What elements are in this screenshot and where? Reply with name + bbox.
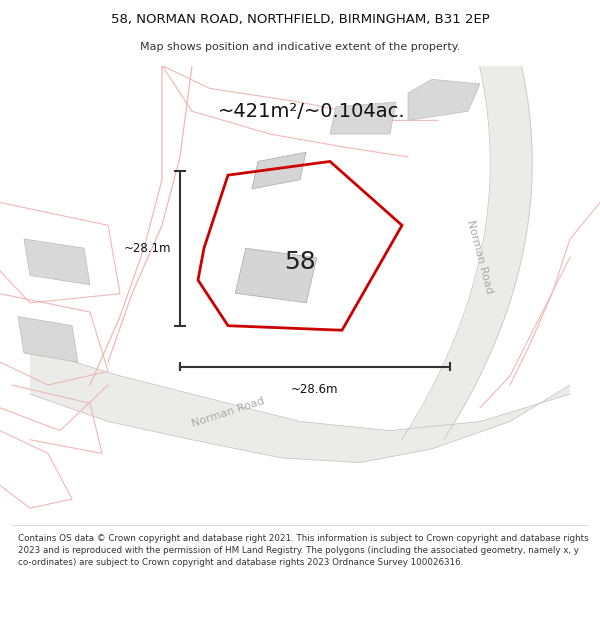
Polygon shape <box>235 248 317 302</box>
Polygon shape <box>24 239 90 284</box>
Polygon shape <box>18 316 78 362</box>
Polygon shape <box>30 349 570 462</box>
Text: Norman Road: Norman Road <box>190 396 266 429</box>
Polygon shape <box>408 79 480 121</box>
Polygon shape <box>330 102 396 134</box>
Text: Norman Road: Norman Road <box>466 219 494 295</box>
Text: Map shows position and indicative extent of the property.: Map shows position and indicative extent… <box>140 42 460 52</box>
Text: Contains OS data © Crown copyright and database right 2021. This information is : Contains OS data © Crown copyright and d… <box>18 534 589 567</box>
Text: ~421m²/~0.104ac.: ~421m²/~0.104ac. <box>218 102 406 121</box>
Text: 58, NORMAN ROAD, NORTHFIELD, BIRMINGHAM, B31 2EP: 58, NORMAN ROAD, NORTHFIELD, BIRMINGHAM,… <box>110 12 490 26</box>
Text: ~28.1m: ~28.1m <box>124 242 171 254</box>
Polygon shape <box>252 152 306 189</box>
Text: ~28.6m: ~28.6m <box>291 382 339 396</box>
Text: 58: 58 <box>284 250 316 274</box>
